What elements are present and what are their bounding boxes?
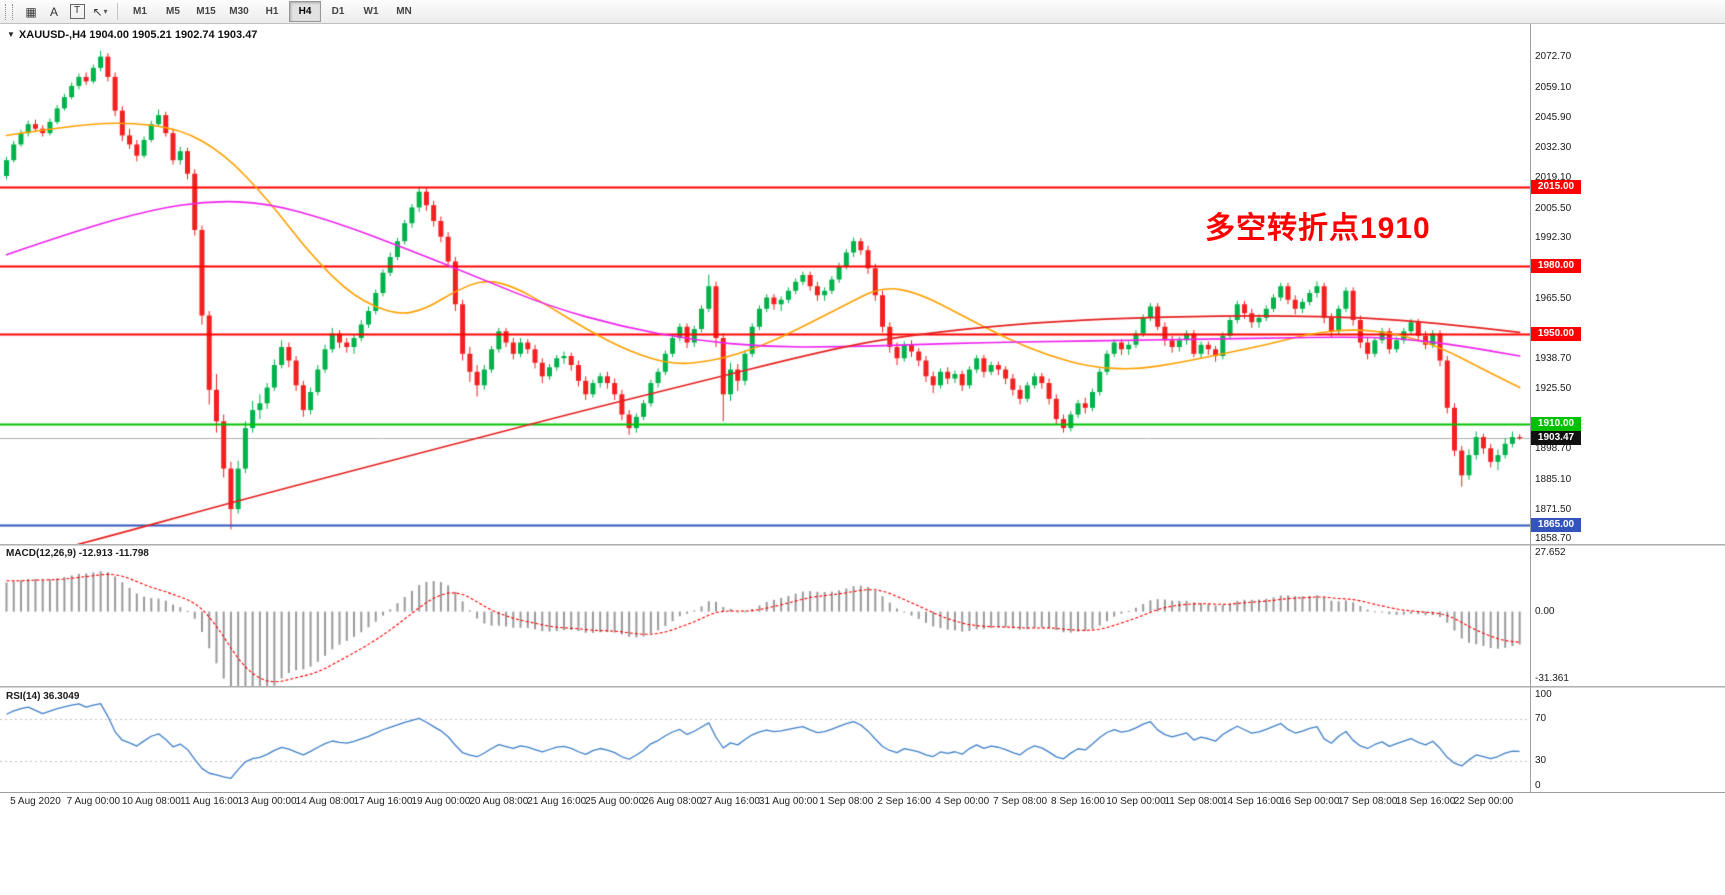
price-axis-label: 1898.70 — [1535, 443, 1572, 454]
time-axis-label: 25 Aug 00:00 — [585, 796, 645, 807]
price-axis-label: 2019.10 — [1535, 171, 1572, 183]
macd-indicator-label: MACD(12,26,9) -12.913 -11.798 — [6, 548, 149, 559]
macd-axis-label: 0.00 — [1535, 605, 1555, 617]
time-axis-label: 2 Sep 16:00 — [877, 796, 932, 807]
label-tool-icon[interactable]: A — [49, 4, 58, 19]
time-axis-label: 5 Aug 2020 — [10, 796, 61, 807]
timeframe-m5-button[interactable]: M5 — [166, 6, 180, 17]
price-tag-1980.00: 1980.00 — [1531, 258, 1581, 273]
cursor-tool-icon[interactable]: ↖ ▾ — [92, 4, 108, 19]
price-axis-label: 1938.70 — [1535, 352, 1572, 364]
time-axis-label: 14 Aug 08:00 — [295, 796, 355, 807]
timeframe-m1-button[interactable]: M1 — [133, 6, 147, 17]
price-axis-label: 1992.30 — [1535, 232, 1572, 244]
price-axis-label: 1858.70 — [1535, 533, 1572, 545]
timeframe-buttons: M1 M5 M15 M30 H1 H4 D1 W1 MN — [124, 1, 420, 22]
price-axis-label: 2072.70 — [1535, 51, 1572, 63]
rsi-axis-label: 100 — [1535, 689, 1552, 700]
time-axis-label: 21 Aug 16:00 — [527, 796, 587, 807]
time-axis-label: 31 Aug 00:00 — [758, 796, 818, 807]
time-axis-label: 20 Aug 08:00 — [469, 796, 529, 807]
price-axis-label: 1925.50 — [1535, 382, 1572, 394]
macd-pane-canvas[interactable] — [0, 546, 1530, 686]
timeframe-m30-button[interactable]: M30 — [229, 6, 249, 17]
main-chart-canvas[interactable] — [0, 24, 1530, 544]
time-axis[interactable]: 5 Aug 2020 7 Aug 00:00 10 Aug 08:00 11 Aug … — [0, 793, 1530, 815]
price-axis-label: 1871.50 — [1535, 504, 1572, 516]
toolbar: ▦ A T ↖ ▾ M1 M5 M15 M30 H1 H4 D1 W1 MN — [0, 0, 1725, 24]
current-price-tag: 1903.47 — [1531, 431, 1581, 446]
time-axis-label: 19 Aug 00:00 — [411, 796, 471, 807]
text-annotation[interactable]: 多空转折点1910 — [1205, 212, 1431, 245]
macd-axis-label: 27.652 — [1535, 547, 1566, 558]
time-axis-label: 1 Sep 08:00 — [819, 796, 874, 807]
rsi-axis-label: 70 — [1535, 713, 1547, 725]
timeframe-m15-button[interactable]: M15 — [196, 6, 216, 17]
price-tag-1865.00: 1865.00 — [1531, 517, 1581, 532]
timeframe-d1-button[interactable]: D1 — [331, 6, 345, 17]
time-axis-label: 4 Sep 00:00 — [935, 796, 990, 807]
toolbar-separator — [117, 3, 118, 20]
macd-axis-label: -31.361 — [1535, 673, 1569, 684]
time-axis-label: 17 Sep 08:00 — [1337, 796, 1398, 807]
time-axis-label: 27 Aug 16:00 — [701, 796, 760, 807]
dropdown-caret-icon: ▾ — [103, 7, 108, 16]
price-axis-label: 1965.50 — [1535, 292, 1572, 304]
pane-separator[interactable] — [0, 686, 1725, 688]
time-axis-label: 17 Aug 16:00 — [353, 796, 413, 807]
price-axis-label: 2005.50 — [1535, 202, 1572, 214]
time-axis-label: 7 Sep 08:00 — [993, 796, 1048, 807]
time-axis-label: 14 Sep 16:00 — [1222, 796, 1282, 807]
price-tag-1950.00: 1950.00 — [1531, 326, 1581, 341]
chart-dropdown-icon[interactable]: ▼ — [7, 30, 15, 39]
price-axis-label: 2059.10 — [1535, 81, 1572, 93]
pane-separator[interactable] — [0, 544, 1725, 546]
timeframe-mn-button[interactable]: MN — [396, 6, 412, 17]
price-axis-border — [1530, 24, 1531, 793]
chart-title: ▼ XAUUSD-,H4 1904.00 1905.21 1902.74 1903… — [7, 29, 257, 41]
time-axis-label: 11 Aug 16:00 — [180, 796, 239, 807]
time-axis-label: 22 Sep 00:00 — [1453, 796, 1514, 807]
toolbar-grip[interactable] — [5, 3, 13, 20]
time-axis-label: 11 Sep 08:00 — [1164, 796, 1224, 807]
toolbar-tools: ▦ A T ↖ ▾ — [20, 1, 111, 23]
time-axis-label: 8 Sep 16:00 — [1051, 796, 1105, 807]
time-axis-label: 10 Sep 00:00 — [1106, 796, 1166, 807]
text-tool-icon[interactable]: T — [66, 1, 88, 23]
rsi-axis-label: 30 — [1535, 754, 1547, 766]
rsi-axis-label: 0 — [1535, 780, 1541, 791]
price-tag-1910.00: 1910.00 — [1531, 416, 1581, 431]
price-axis-label: 2045.90 — [1535, 111, 1572, 123]
time-axis-label: 26 Aug 08:00 — [643, 796, 703, 807]
timeframe-h4-button[interactable]: H4 — [289, 1, 321, 22]
timeframe-h1-button[interactable]: H1 — [265, 6, 279, 17]
time-axis-border — [0, 792, 1725, 793]
price-axis-label: 1885.10 — [1535, 473, 1572, 485]
price-axis-label: 2032.30 — [1535, 142, 1572, 154]
time-axis-label: 13 Aug 00:00 — [237, 796, 297, 807]
timeframe-w1-button[interactable]: W1 — [363, 6, 379, 17]
rsi-pane-canvas[interactable] — [0, 688, 1530, 792]
rsi-indicator-label: RSI(14) 36.3049 — [6, 691, 80, 702]
time-axis-label: 18 Sep 16:00 — [1395, 796, 1456, 807]
chart-title-text: XAUUSD-,H4 1904.00 1905.21 1902.74 1903.… — [18, 29, 258, 41]
grid-tool-icon[interactable]: ▦ — [25, 4, 37, 19]
price-tag-2015.00: 2015.00 — [1531, 180, 1581, 195]
price-axis: 2072.70 2059.10 2045.90 2032.30 2019.10 2005.… — [1531, 0, 1725, 895]
time-axis-label: 10 Aug 08:00 — [121, 796, 181, 807]
time-axis-label: 16 Sep 00:00 — [1279, 796, 1340, 807]
time-axis-label: 7 Aug 00:00 — [66, 796, 121, 807]
